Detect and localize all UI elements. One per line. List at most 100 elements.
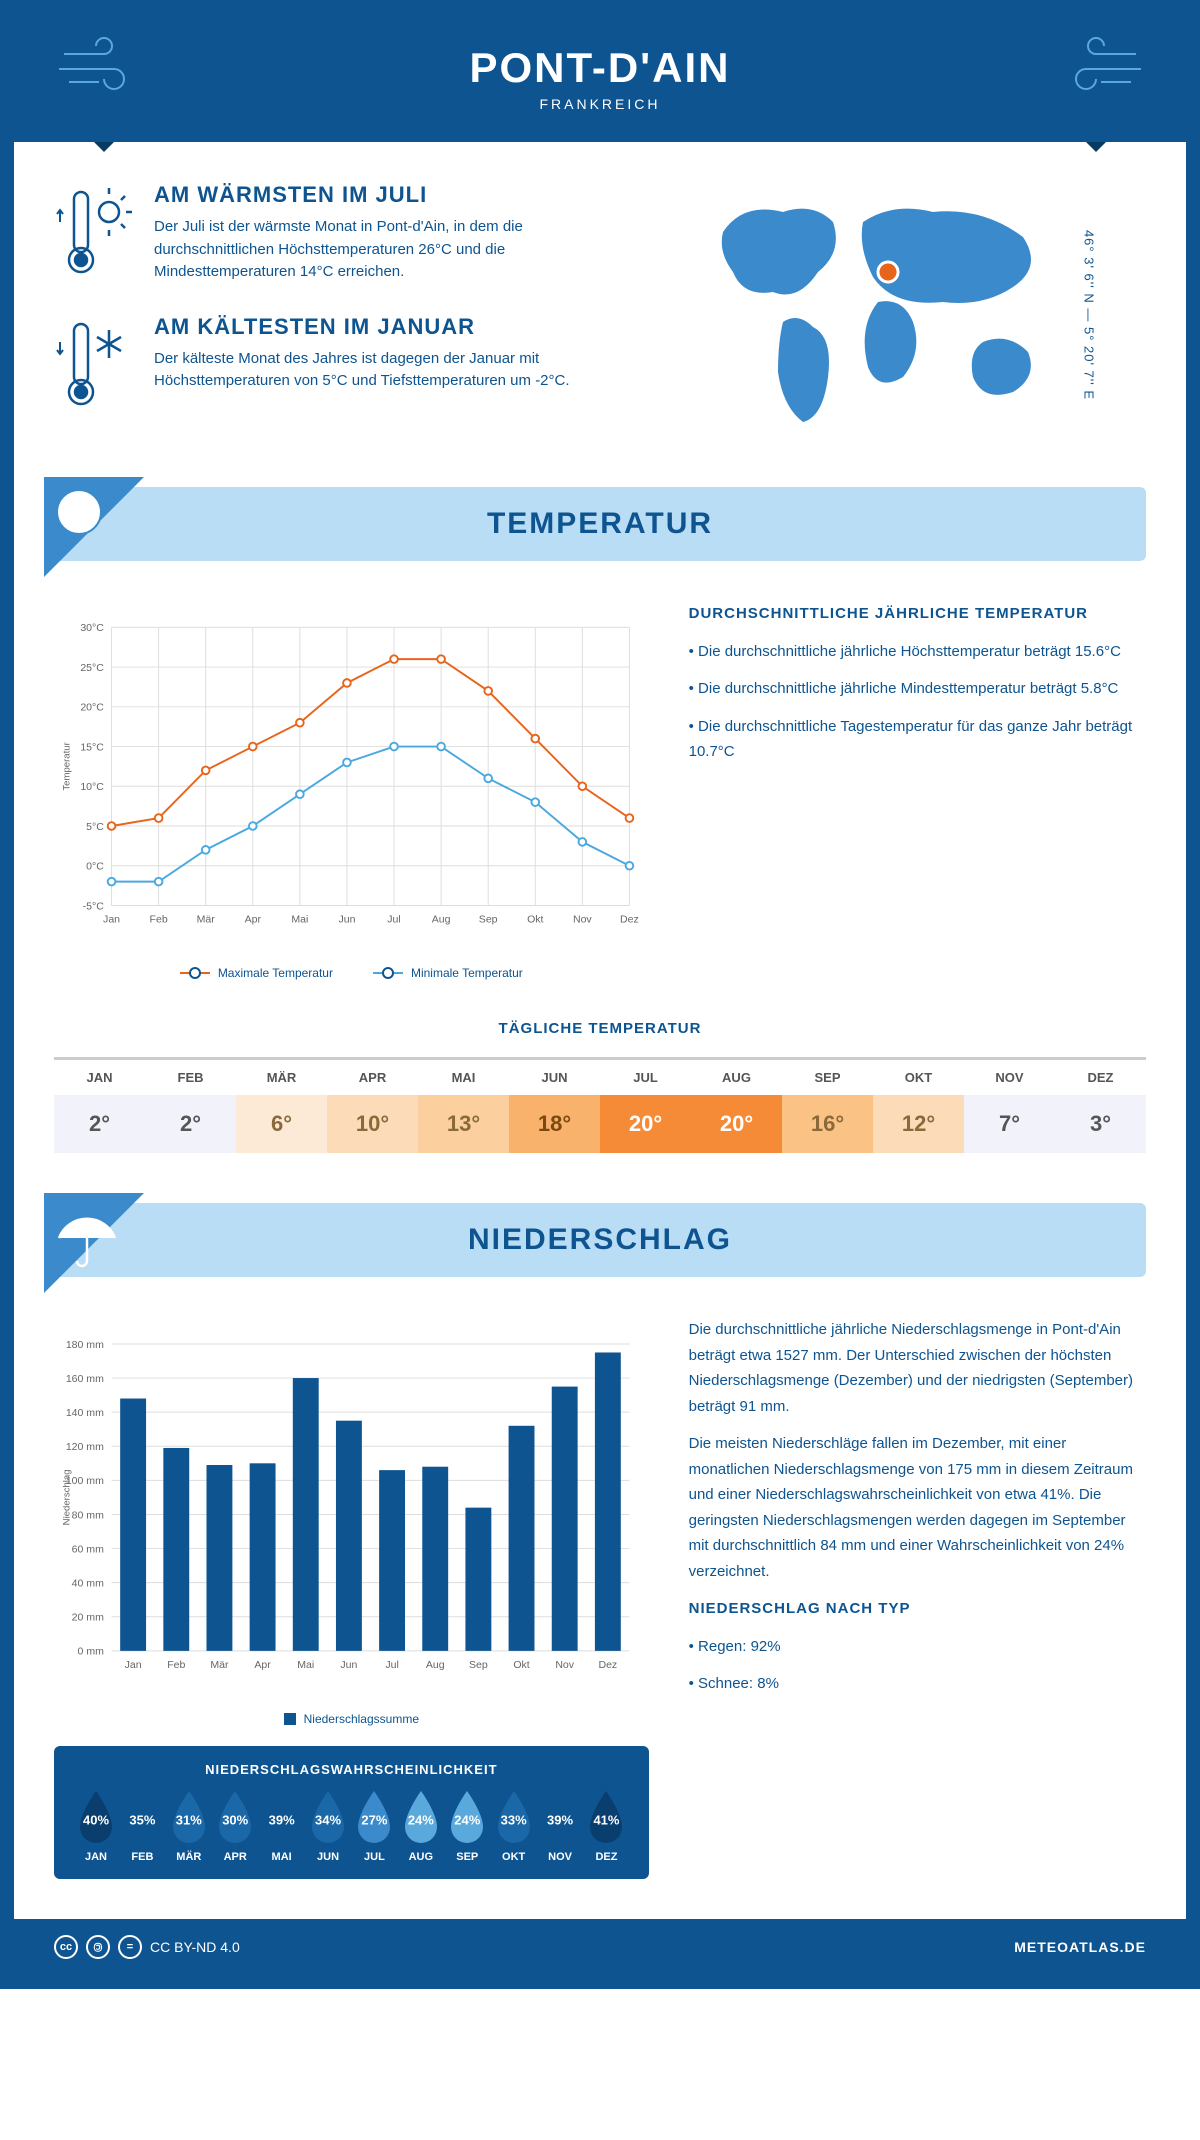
- svg-text:Okt: Okt: [527, 914, 543, 926]
- svg-text:Jan: Jan: [103, 914, 120, 926]
- coldest-fact: AM KÄLTESTEN IM JANUAR Der kälteste Mona…: [54, 314, 580, 414]
- svg-text:0°C: 0°C: [86, 861, 104, 873]
- coordinates: 46° 3' 6'' N — 5° 20' 7'' E: [1081, 229, 1096, 399]
- daily-temp-heading: TÄGLICHE TEMPERATUR: [54, 1020, 1146, 1037]
- temp-strip-cell: APR10°: [327, 1057, 418, 1153]
- temp-strip-cell: SEP16°: [782, 1057, 873, 1153]
- svg-text:180 mm: 180 mm: [66, 1339, 104, 1351]
- svg-text:Temperatur: Temperatur: [61, 741, 72, 790]
- by-icon: 🄯: [86, 1935, 110, 1959]
- svg-text:10°C: 10°C: [80, 781, 104, 793]
- temp-strip-cell: JUN18°: [509, 1057, 600, 1153]
- temp-bullet: • Die durchschnittliche jährliche Höchst…: [689, 639, 1146, 665]
- license-text: CC BY-ND 4.0: [150, 1939, 240, 1955]
- cc-icon: cc: [54, 1935, 78, 1959]
- umbrella-icon: [44, 1193, 144, 1293]
- svg-text:Aug: Aug: [426, 1659, 445, 1671]
- wind-icon: [54, 34, 134, 106]
- svg-text:80 mm: 80 mm: [72, 1509, 104, 1521]
- svg-text:Jul: Jul: [385, 1659, 398, 1671]
- temp-strip-cell: MAI13°: [418, 1057, 509, 1153]
- nd-icon: =: [118, 1935, 142, 1959]
- precip-type-bullet: • Regen: 92%: [689, 1634, 1146, 1660]
- svg-text:25°C: 25°C: [80, 662, 104, 674]
- precip-drop: 30%APR: [213, 1789, 257, 1863]
- svg-text:Mai: Mai: [291, 914, 308, 926]
- warmest-title: AM WÄRMSTEN IM JULI: [154, 182, 580, 208]
- coldest-text: Der kälteste Monat des Jahres ist dagege…: [154, 348, 580, 393]
- temp-bullet: • Die durchschnittliche Tagestemperatur …: [689, 714, 1146, 765]
- svg-text:20°C: 20°C: [80, 702, 104, 714]
- legend-max-label: Maximale Temperatur: [218, 966, 333, 980]
- svg-text:15°C: 15°C: [80, 741, 104, 753]
- svg-text:Nov: Nov: [573, 914, 592, 926]
- precip-banner: NIEDERSCHLAG: [54, 1203, 1146, 1277]
- temp-strip-cell: JAN2°: [54, 1057, 145, 1153]
- precip-type-bullet: • Schnee: 8%: [689, 1671, 1146, 1697]
- temp-strip-cell: AUG20°: [691, 1057, 782, 1153]
- temp-strip-cell: JUL20°: [600, 1057, 691, 1153]
- precip-drop: 41%DEZ: [584, 1789, 628, 1863]
- thermometer-sun-icon: [54, 182, 134, 282]
- legend-precip-label: Niederschlagssumme: [304, 1712, 419, 1726]
- temp-strip-cell: MÄR6°: [236, 1057, 327, 1153]
- svg-text:Apr: Apr: [254, 1659, 271, 1671]
- legend-min-label: Minimale Temperatur: [411, 966, 523, 980]
- precip-drop: 40%JAN: [74, 1789, 118, 1863]
- svg-text:Jun: Jun: [338, 914, 355, 926]
- temp-strip-cell: FEB2°: [145, 1057, 236, 1153]
- precip-prob-title: NIEDERSCHLAGSWAHRSCHEINLICHKEIT: [74, 1762, 629, 1777]
- precip-drop: 39%NOV: [538, 1789, 582, 1863]
- precip-bar-chart: 0 mm20 mm40 mm60 mm80 mm100 mm120 mm140 …: [54, 1317, 649, 1879]
- precip-drop: 24%AUG: [399, 1789, 443, 1863]
- precip-info: Die durchschnittliche jährliche Niedersc…: [689, 1317, 1146, 1879]
- svg-text:-5°C: -5°C: [83, 900, 105, 912]
- svg-text:Sep: Sep: [469, 1659, 488, 1671]
- svg-text:Apr: Apr: [245, 914, 262, 926]
- legend-max: .legend-swatch::after{border:2px solid c…: [180, 966, 333, 980]
- precip-type-heading: NIEDERSCHLAG NACH TYP: [689, 1596, 1146, 1622]
- precip-drop: 35%FEB: [120, 1789, 164, 1863]
- precip-probability-panel: NIEDERSCHLAGSWAHRSCHEINLICHKEIT 40%JAN35…: [54, 1746, 649, 1879]
- svg-text:0 mm: 0 mm: [78, 1646, 105, 1658]
- svg-text:Okt: Okt: [513, 1659, 529, 1671]
- precip-title: NIEDERSCHLAG: [74, 1223, 1126, 1257]
- temperature-info: DURCHSCHNITTLICHE JÄHRLICHE TEMPERATUR •…: [689, 601, 1146, 980]
- svg-text:40 mm: 40 mm: [72, 1577, 104, 1589]
- temp-strip-cell: NOV7°: [964, 1057, 1055, 1153]
- precip-p2: Die meisten Niederschläge fallen im Deze…: [689, 1431, 1146, 1584]
- svg-text:Dez: Dez: [620, 914, 639, 926]
- svg-text:Jan: Jan: [125, 1659, 142, 1671]
- temp-strip-cell: OKT12°: [873, 1057, 964, 1153]
- daily-temp-strip: JAN2°FEB2°MÄR6°APR10°MAI13°JUN18°JUL20°A…: [54, 1057, 1146, 1153]
- wind-icon: [1066, 34, 1146, 106]
- svg-text:30°C: 30°C: [80, 622, 104, 634]
- page-subtitle: FRANKREICH: [54, 96, 1146, 112]
- site-name: METEOATLAS.DE: [1014, 1939, 1146, 1955]
- precip-drop: 24%SEP: [445, 1789, 489, 1863]
- legend-precip: Niederschlagssumme: [284, 1712, 419, 1726]
- precip-drop: 27%JUL: [352, 1789, 396, 1863]
- temperature-line-chart: -5°C 0°C 5°C 10°C 15°C 20°C 25°C 30°C Jan Feb Mär A…: [54, 601, 649, 980]
- header-banner: PONT-D'AIN FRANKREICH: [14, 14, 1186, 142]
- svg-text:20 mm: 20 mm: [72, 1612, 104, 1624]
- world-map-icon: [620, 182, 1146, 442]
- temperature-banner: TEMPERATUR: [54, 487, 1146, 561]
- svg-text:Jul: Jul: [387, 914, 400, 926]
- svg-text:Sep: Sep: [479, 914, 498, 926]
- svg-text:Dez: Dez: [598, 1659, 617, 1671]
- legend-min: Minimale Temperatur: [373, 966, 523, 980]
- precip-p1: Die durchschnittliche jährliche Niedersc…: [689, 1317, 1146, 1419]
- svg-text:160 mm: 160 mm: [66, 1373, 104, 1385]
- svg-text:Mär: Mär: [197, 914, 216, 926]
- temp-bullet: • Die durchschnittliche jährliche Mindes…: [689, 676, 1146, 702]
- svg-text:Jun: Jun: [340, 1659, 357, 1671]
- svg-text:Feb: Feb: [150, 914, 168, 926]
- coldest-title: AM KÄLTESTEN IM JANUAR: [154, 314, 580, 340]
- svg-text:Aug: Aug: [432, 914, 451, 926]
- sun-icon: [44, 477, 144, 577]
- svg-text:5°C: 5°C: [86, 821, 104, 833]
- thermometer-snow-icon: [54, 314, 134, 414]
- page-title: PONT-D'AIN: [54, 44, 1146, 92]
- warmest-fact: AM WÄRMSTEN IM JULI Der Juli ist der wär…: [54, 182, 580, 284]
